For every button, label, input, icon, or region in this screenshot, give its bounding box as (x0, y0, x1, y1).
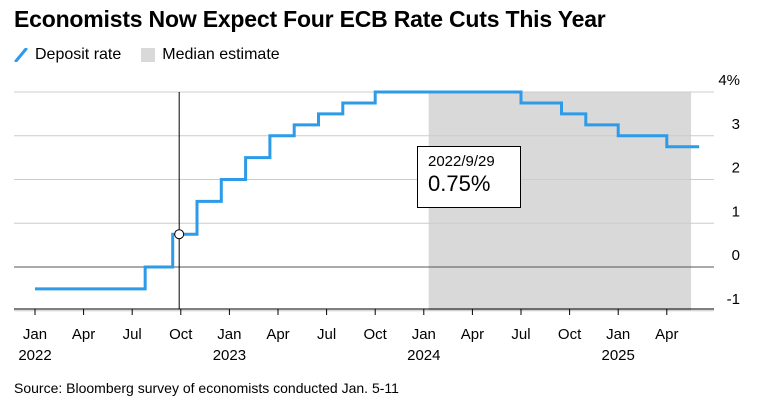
chart-title: Economists Now Expect Four ECB Rate Cuts… (14, 6, 606, 32)
hover-marker (174, 229, 185, 240)
legend-label-deposit-rate: Deposit rate (35, 46, 122, 63)
x-tick-label: Oct (364, 326, 388, 343)
legend-label-median-estimate: Median estimate (162, 46, 280, 63)
legend: Deposit rate Median estimate (14, 45, 300, 65)
tooltip-box: 2022/9/29 0.75% (417, 146, 521, 208)
x-tick-label: Apr (266, 326, 289, 343)
y-tick-label: 4% (718, 72, 740, 89)
x-tick-label: Jan (606, 326, 630, 343)
x-tick-label: Jul (317, 326, 336, 343)
x-year-label: 2025 (602, 347, 635, 364)
tooltip-value: 0.75% (428, 171, 491, 196)
x-tick-label: Jul (511, 326, 530, 343)
x-tick-label: Jan (412, 326, 436, 343)
x-year-label: 2022 (18, 347, 51, 364)
x-tick-label: Oct (169, 326, 193, 343)
source-note: Source: Bloomberg survey of economists c… (14, 380, 399, 396)
x-tick-label: Jan (23, 326, 47, 343)
x-year-label: 2023 (213, 347, 246, 364)
x-tick-label: Jul (123, 326, 142, 343)
x-tick-label: Apr (72, 326, 95, 343)
x-tick-label: Jan (217, 326, 241, 343)
y-tick-label: -1 (727, 291, 740, 308)
y-tick-label: 3 (732, 116, 740, 133)
legend-item-median-estimate: Median estimate (141, 46, 280, 64)
x-tick-label: Apr (655, 326, 678, 343)
x-tick-label: Oct (558, 326, 582, 343)
x-tick-label: Apr (461, 326, 484, 343)
median-estimate-swatch-icon (141, 48, 156, 62)
y-tick-label: 2 (732, 160, 740, 177)
y-tick-label: 0 (732, 247, 740, 264)
deposit-rate-line (35, 90, 700, 291)
legend-item-deposit-rate: Deposit rate (14, 46, 121, 64)
deposit-rate-line-icon (14, 48, 28, 62)
y-tick-label: 1 (732, 203, 740, 220)
tooltip-date: 2022/9/29 (428, 153, 495, 170)
x-year-label: 2024 (407, 347, 440, 364)
